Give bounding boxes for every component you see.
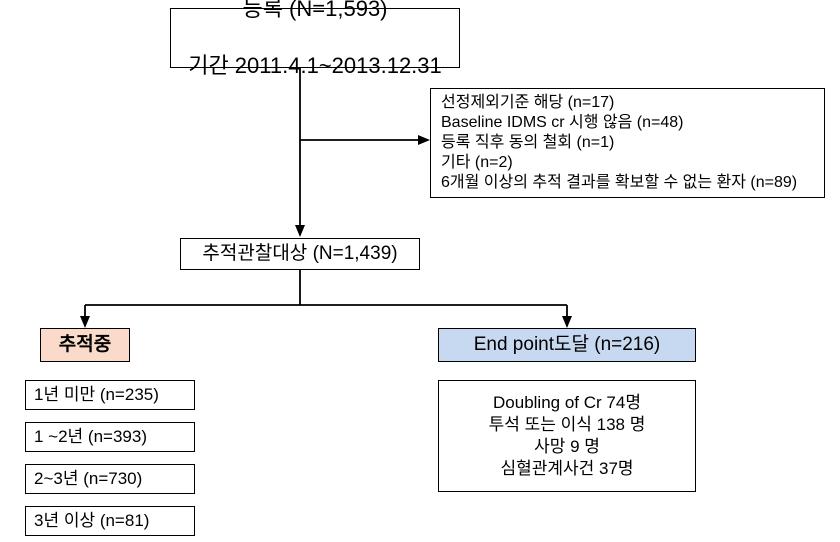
tracking-row-1-label: 1년 미만 (n=235) xyxy=(34,384,159,406)
excl-line4: 기타 (n=2) xyxy=(441,153,814,173)
tracking-row-4: 3년 이상 (n=81) xyxy=(25,506,195,536)
enroll-line1: 등록 (N=1,593) xyxy=(188,0,442,24)
excl-line3: 등록 직후 동의 철회 (n=1) xyxy=(441,133,814,153)
endpoint-body-box: Doubling of Cr 74명 투석 또는 이식 138 명 사망 9 명… xyxy=(438,380,696,492)
followup-target-box: 추적관찰대상 (N=1,439) xyxy=(180,238,420,270)
tracking-row-3: 2~3년 (n=730) xyxy=(25,464,195,494)
tracking-row-1: 1년 미만 (n=235) xyxy=(25,380,195,410)
excl-line5: 6개월 이상의 추적 결과를 확보할 수 없는 환자 (n=89) xyxy=(441,173,814,193)
tracking-row-2: 1 ~2년 (n=393) xyxy=(25,422,195,452)
exclusions-box: 선정제외기준 해당 (n=17) Baseline IDMS cr 시행 않음 … xyxy=(430,88,825,198)
enroll-box: 등록 (N=1,593) 기간 2011.4.1~2013.12.31 xyxy=(170,8,460,68)
tracking-row-3-label: 2~3년 (n=730) xyxy=(34,468,142,490)
endpoint-header-box: End point도달 (n=216) xyxy=(438,328,696,362)
followup-target-label: 추적관찰대상 (N=1,439) xyxy=(202,242,397,267)
excl-line2: Baseline IDMS cr 시행 않음 (n=48) xyxy=(441,113,814,133)
endpoint-header-label: End point도달 (n=216) xyxy=(474,333,661,358)
enroll-line2: 기간 2011.4.1~2013.12.31 xyxy=(188,52,442,81)
endpoint-body-text: Doubling of Cr 74명 투석 또는 이식 138 명 사망 9 명… xyxy=(489,392,646,480)
tracking-header-box: 추적중 xyxy=(40,328,130,362)
excl-line1: 선정제외기준 해당 (n=17) xyxy=(441,93,814,113)
tracking-header-label: 추적중 xyxy=(59,333,111,358)
tracking-row-2-label: 1 ~2년 (n=393) xyxy=(34,426,147,448)
tracking-row-4-label: 3년 이상 (n=81) xyxy=(34,510,149,532)
